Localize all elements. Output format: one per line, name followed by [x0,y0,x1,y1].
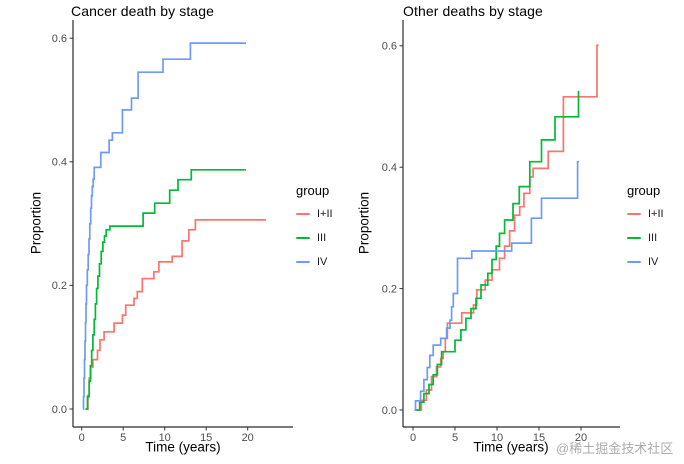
left-x-axis-title: Time (years) [145,439,221,455]
y-tick-label: 0.0 [52,404,67,416]
legend-line-swatch-i-ii [296,213,310,215]
right-plot-title: Other deaths by stage [403,3,543,19]
legend-line-swatch-iv [296,261,310,263]
legend-line-swatch-iii [627,237,641,239]
legend-line-swatch-iii [296,237,310,239]
y-tick-label: 0.4 [382,162,397,174]
x-tick-label: 0 [410,432,416,444]
left-legend: group I+II III IV [296,183,333,274]
legend-line-swatch-iv [627,261,641,263]
legend-line-swatch-i-ii [627,213,641,215]
legend-item-iv: IV [627,250,664,274]
y-tick-label: 0.6 [52,33,67,45]
y-tick-label: 0.6 [382,41,397,53]
x-tick-label: 10 [491,432,503,444]
y-tick-label: 0.0 [382,405,397,417]
legend-item-iii: III [296,226,333,250]
y-tick-label: 0.2 [52,280,67,292]
legend-title: group [627,183,661,198]
y-tick-label: 0.2 [382,283,397,295]
left-y-axis-title: Proportion [28,191,44,255]
right-x-axis-title: Time (years) [473,439,549,455]
x-tick-label: 5 [452,432,458,444]
series-line-III [85,168,246,410]
y-tick-label: 0.4 [52,157,67,169]
watermark-text: @稀土掘金技术社区 [556,441,674,456]
x-tick-label: 15 [200,432,212,444]
legend-label-iv: IV [317,256,328,268]
legend-label-iii: III [317,232,327,244]
left-plot-title: Cancer death by stage [71,3,214,19]
legend-label-i-ii: I+II [317,208,333,220]
legend-item-i-ii: I+II [296,202,333,226]
right-legend: group I+II III IV [627,183,664,274]
x-tick-label: 20 [575,432,587,444]
series-line-I+II [86,219,266,410]
x-tick-label: 15 [533,432,545,444]
legend-label-iv: IV [648,256,659,268]
legend-title: group [296,183,330,198]
legend-item-i-ii: I+II [627,202,664,226]
series-line-III [415,91,580,411]
series-line-I+II [416,44,599,411]
right-y-axis-title: Proportion [356,191,372,255]
x-tick-label: 20 [242,432,254,444]
x-tick-label: 10 [159,432,171,444]
series-line-IV [414,160,579,411]
legend-item-iii: III [627,226,664,250]
series-line-IV [82,42,246,410]
legend-item-iv: IV [296,250,333,274]
legend-label-i-ii: I+II [648,208,664,220]
x-tick-label: 5 [120,432,126,444]
x-tick-label: 0 [79,432,85,444]
legend-label-iii: III [648,232,658,244]
